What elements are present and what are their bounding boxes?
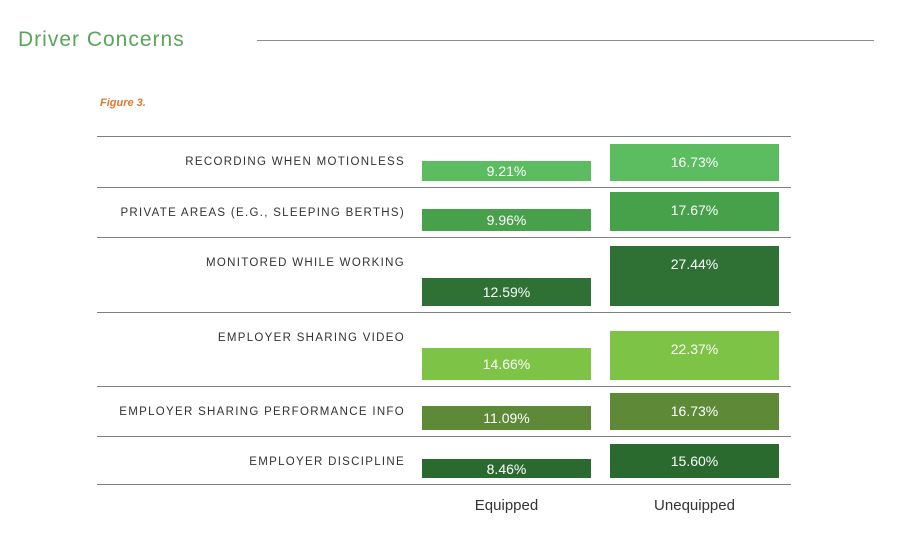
row-divider: [97, 136, 791, 137]
bar-equipped: 8.46%: [422, 459, 591, 478]
data-label: 27.44%: [670, 256, 719, 272]
category-label: Recording when motionless: [185, 156, 405, 168]
data-label: 9.21%: [486, 163, 527, 179]
bar-unequipped: 17.67%: [610, 192, 779, 231]
category-label: Employer sharing performance info: [119, 406, 405, 418]
bar-equipped: 12.59%: [422, 278, 591, 306]
bar-unequipped: 15.60%: [610, 444, 779, 478]
data-label: 22.37%: [670, 341, 719, 357]
data-label: 9.96%: [486, 212, 527, 228]
bar-equipped: 9.21%: [422, 161, 591, 181]
data-label: 16.73%: [670, 403, 719, 419]
title-divider: [257, 40, 874, 41]
data-label: 17.67%: [670, 202, 719, 218]
category-label: Employer discipline: [249, 456, 405, 468]
series-label-unequipped: Unequipped: [654, 497, 735, 514]
data-label: 16.73%: [670, 154, 719, 170]
data-label: 8.46%: [486, 461, 527, 477]
category-label: Monitored while working: [206, 257, 405, 269]
bar-unequipped: 16.73%: [610, 144, 779, 181]
row-divider: [97, 237, 791, 238]
row-divider: [97, 312, 791, 313]
figure-label: Figure 3.: [100, 97, 146, 109]
category-label: Private areas (e.g., sleeping berths): [120, 207, 405, 219]
data-label: 11.09%: [483, 410, 530, 426]
data-label: 12.59%: [482, 284, 531, 300]
category-label: Employer sharing video: [217, 332, 405, 344]
data-label: 15.60%: [670, 453, 719, 469]
bar-unequipped: 16.73%: [610, 393, 779, 430]
bar-unequipped: 22.37%: [610, 331, 779, 380]
bar-unequipped: 27.44%: [610, 246, 779, 306]
row-divider: [97, 436, 791, 437]
row-divider: [97, 386, 791, 387]
bar-equipped: 9.96%: [422, 209, 591, 231]
row-divider: [97, 484, 791, 485]
bar-equipped: 14.66%: [422, 348, 591, 380]
bar-equipped: 11.09%: [422, 406, 591, 430]
chart-title: Driver Concerns: [18, 28, 185, 51]
row-divider: [97, 187, 791, 188]
data-label: 14.66%: [482, 356, 531, 372]
series-label-equipped: Equipped: [474, 497, 539, 514]
